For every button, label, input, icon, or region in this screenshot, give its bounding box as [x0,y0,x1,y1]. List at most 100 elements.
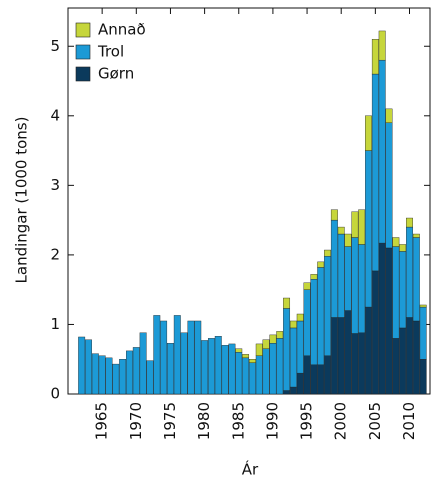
bar-segment [406,217,413,228]
bar-segment [283,308,291,391]
bar-segment [214,336,222,395]
bar-segment [160,320,168,395]
bar-segment [85,339,92,395]
bar-segment [317,364,325,395]
bar-segment [187,320,195,395]
bar-segment [317,261,325,268]
bar-segment [385,122,393,249]
bar-segment [351,333,359,395]
bar-segment [105,357,113,395]
bar-segment [242,354,250,359]
bar-segment [378,59,386,244]
legend-label: Trol [97,43,124,61]
bar-segment [371,270,379,395]
bar-segment [235,352,243,395]
bar-segment [119,359,127,395]
y-axis-label: Landingar (1000 tons) [13,117,31,284]
y-tick-label: 2 [50,245,60,263]
bar-segment [296,320,304,374]
bar-segment [98,355,106,395]
bar-segment [126,350,133,395]
x-tick-label: 2005 [366,402,384,440]
bar-segment [344,233,352,247]
bar-segment [283,297,291,309]
bar-segment [385,108,393,123]
bar-segment [412,237,420,322]
bar-segment [262,339,270,349]
legend-swatch [75,66,91,82]
bar-segment [419,359,427,395]
bar-segment [337,226,345,235]
x-tick-label: 1970 [127,402,145,440]
bar-segment [248,359,256,363]
bar-segment [303,289,311,356]
bar-segment [248,362,256,395]
x-tick-label: 1975 [161,402,179,440]
bar-segment [296,313,304,322]
bar-segment [365,306,372,395]
y-tick-label: 5 [50,37,60,55]
bar-segment [344,310,352,395]
bar-segment [132,347,140,395]
bar-segment [392,338,400,395]
legend-swatch [75,44,91,60]
bar-segment [399,244,407,252]
bar-segment [269,334,277,344]
bar-segment [344,246,352,311]
bar-segment [358,244,366,333]
y-tick-label: 4 [50,106,60,124]
bar-segment [289,327,297,388]
bar-segment [112,363,120,395]
bar-segment [91,353,99,395]
bar-segment [392,246,400,339]
legend-swatch [75,22,91,38]
bar-segment [365,115,372,151]
bar-segment [303,355,311,395]
bar-segment [167,343,174,395]
bar-segment [351,237,359,334]
bar-segment [296,372,304,395]
bar-segment [330,219,338,318]
x-tick-label: 1990 [263,402,281,440]
x-axis-label: Ár [242,460,259,479]
bar-segment [303,282,311,290]
bar-segment [371,39,379,75]
bar-segment [324,249,331,257]
bar-segment [406,317,413,395]
bar-segment [419,304,427,308]
bar-segment [317,267,325,365]
bar-segment [276,331,284,339]
bar-segment [255,343,263,356]
bar-segment [153,315,161,395]
y-tick-label: 1 [50,315,60,333]
bar-segment [146,360,154,395]
bar-segment [365,150,372,308]
bar-segment [310,364,318,395]
bar-segment [337,317,345,395]
bar-segment [269,343,277,395]
bar-segment [289,320,297,329]
bar-segment [194,320,202,395]
bar-segment [255,355,263,395]
bar-segment [330,209,338,221]
bar-segment [378,242,386,395]
y-tick-label: 3 [50,176,60,194]
bar-segment [139,332,147,395]
bar-segment [371,73,379,272]
x-tick-label: 2010 [400,402,418,440]
x-tick-label: 1985 [229,402,247,440]
bar-segment [378,30,386,61]
bar-segment [392,237,400,247]
x-tick-label: 1965 [93,402,111,440]
x-tick-label: 2000 [332,402,350,440]
bar-segment [358,209,366,245]
bar-segment [221,345,229,395]
bar-segment [235,348,243,353]
bar-segment [228,343,236,395]
bar-segment [207,338,215,395]
bar-segment [180,332,188,395]
bar-segment [201,340,209,395]
bar-segment [310,274,318,280]
legend-label: Gørn [98,65,134,83]
